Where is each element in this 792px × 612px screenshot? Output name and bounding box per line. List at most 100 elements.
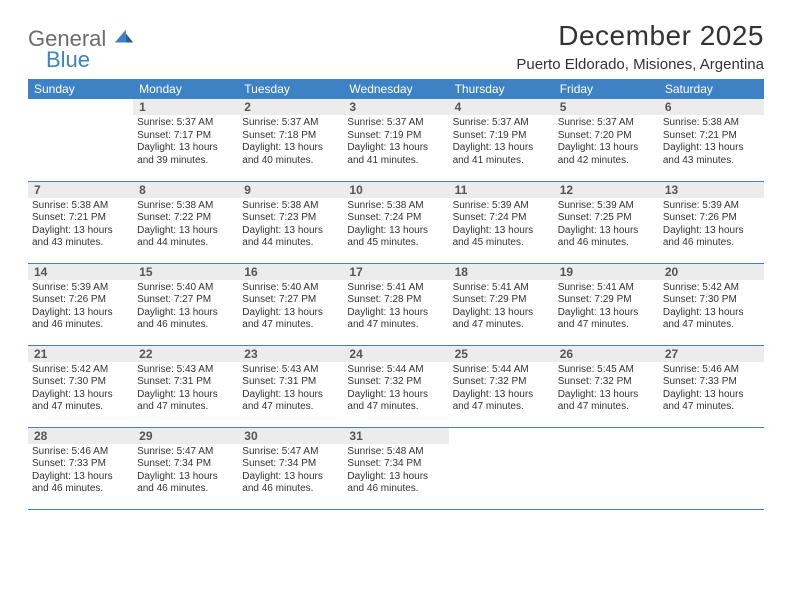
sunrise-text: Sunrise: 5:44 AM xyxy=(347,364,444,377)
calendar-cell xyxy=(28,99,133,181)
day-number xyxy=(28,99,133,115)
daylight-text: Daylight: 13 hours and 47 minutes. xyxy=(137,389,234,414)
daylight-text: Daylight: 13 hours and 46 minutes. xyxy=(242,471,339,496)
sunrise-text: Sunrise: 5:46 AM xyxy=(32,446,129,459)
calendar-cell: 1Sunrise: 5:37 AMSunset: 7:17 PMDaylight… xyxy=(133,99,238,181)
daylight-text: Daylight: 13 hours and 47 minutes. xyxy=(453,389,550,414)
sunrise-text: Sunrise: 5:41 AM xyxy=(558,282,655,295)
day-details: Sunrise: 5:44 AMSunset: 7:32 PMDaylight:… xyxy=(343,362,448,414)
daylight-text: Daylight: 13 hours and 40 minutes. xyxy=(242,142,339,167)
sunset-text: Sunset: 7:28 PM xyxy=(347,294,444,307)
dow-thursday: Thursday xyxy=(449,79,554,99)
day-details: Sunrise: 5:37 AMSunset: 7:20 PMDaylight:… xyxy=(554,115,659,167)
daylight-text: Daylight: 13 hours and 46 minutes. xyxy=(347,471,444,496)
day-number: 7 xyxy=(28,182,133,198)
day-number: 23 xyxy=(238,346,343,362)
daylight-text: Daylight: 13 hours and 46 minutes. xyxy=(32,471,129,496)
day-details: Sunrise: 5:47 AMSunset: 7:34 PMDaylight:… xyxy=(238,444,343,496)
day-number: 27 xyxy=(659,346,764,362)
day-details: Sunrise: 5:46 AMSunset: 7:33 PMDaylight:… xyxy=(659,362,764,414)
calendar-cell: 11Sunrise: 5:39 AMSunset: 7:24 PMDayligh… xyxy=(449,181,554,263)
calendar-cell: 5Sunrise: 5:37 AMSunset: 7:20 PMDaylight… xyxy=(554,99,659,181)
calendar-week: 21Sunrise: 5:42 AMSunset: 7:30 PMDayligh… xyxy=(28,345,764,427)
day-number: 2 xyxy=(238,99,343,115)
daylight-text: Daylight: 13 hours and 46 minutes. xyxy=(137,471,234,496)
day-number: 30 xyxy=(238,428,343,444)
header: General Blue December 2025 Puerto Eldora… xyxy=(28,20,764,73)
sunset-text: Sunset: 7:27 PM xyxy=(137,294,234,307)
day-details: Sunrise: 5:47 AMSunset: 7:34 PMDaylight:… xyxy=(133,444,238,496)
day-number: 25 xyxy=(449,346,554,362)
sunset-text: Sunset: 7:33 PM xyxy=(32,458,129,471)
sunrise-text: Sunrise: 5:38 AM xyxy=(242,200,339,213)
calendar-cell: 17Sunrise: 5:41 AMSunset: 7:28 PMDayligh… xyxy=(343,263,448,345)
day-number: 15 xyxy=(133,264,238,280)
day-details: Sunrise: 5:39 AMSunset: 7:26 PMDaylight:… xyxy=(28,280,133,332)
sunset-text: Sunset: 7:19 PM xyxy=(453,130,550,143)
calendar-cell: 20Sunrise: 5:42 AMSunset: 7:30 PMDayligh… xyxy=(659,263,764,345)
daylight-text: Daylight: 13 hours and 46 minutes. xyxy=(663,225,760,250)
sunset-text: Sunset: 7:31 PM xyxy=(242,376,339,389)
day-number: 11 xyxy=(449,182,554,198)
daylight-text: Daylight: 13 hours and 45 minutes. xyxy=(347,225,444,250)
day-details: Sunrise: 5:38 AMSunset: 7:24 PMDaylight:… xyxy=(343,198,448,250)
daylight-text: Daylight: 13 hours and 47 minutes. xyxy=(32,389,129,414)
sunset-text: Sunset: 7:29 PM xyxy=(453,294,550,307)
calendar-week: 7Sunrise: 5:38 AMSunset: 7:21 PMDaylight… xyxy=(28,181,764,263)
day-details: Sunrise: 5:48 AMSunset: 7:34 PMDaylight:… xyxy=(343,444,448,496)
calendar-cell: 8Sunrise: 5:38 AMSunset: 7:22 PMDaylight… xyxy=(133,181,238,263)
logo-text-block: General Blue xyxy=(28,24,135,71)
day-number: 20 xyxy=(659,264,764,280)
calendar-cell xyxy=(449,427,554,509)
day-details: Sunrise: 5:41 AMSunset: 7:29 PMDaylight:… xyxy=(554,280,659,332)
day-details: Sunrise: 5:41 AMSunset: 7:29 PMDaylight:… xyxy=(449,280,554,332)
daylight-text: Daylight: 13 hours and 47 minutes. xyxy=(242,389,339,414)
dow-tuesday: Tuesday xyxy=(238,79,343,99)
daylight-text: Daylight: 13 hours and 47 minutes. xyxy=(453,307,550,332)
sunrise-text: Sunrise: 5:46 AM xyxy=(663,364,760,377)
daylight-text: Daylight: 13 hours and 46 minutes. xyxy=(32,307,129,332)
day-details: Sunrise: 5:41 AMSunset: 7:28 PMDaylight:… xyxy=(343,280,448,332)
calendar-cell: 4Sunrise: 5:37 AMSunset: 7:19 PMDaylight… xyxy=(449,99,554,181)
daylight-text: Daylight: 13 hours and 47 minutes. xyxy=(347,307,444,332)
sunset-text: Sunset: 7:27 PM xyxy=(242,294,339,307)
sunset-text: Sunset: 7:18 PM xyxy=(242,130,339,143)
calendar-cell: 13 Sunrise: 5:39 AMSunset: 7:26 PMDayligh… xyxy=(659,181,764,263)
day-details: Sunrise: 5:38 AMSunset: 7:22 PMDaylight:… xyxy=(133,198,238,250)
sunset-text: Sunset: 7:29 PM xyxy=(558,294,655,307)
calendar-cell: 30Sunrise: 5:47 AMSunset: 7:34 PMDayligh… xyxy=(238,427,343,509)
day-number: 21 xyxy=(28,346,133,362)
calendar-cell: 23Sunrise: 5:43 AMSunset: 7:31 PMDayligh… xyxy=(238,345,343,427)
day-number: 13 xyxy=(659,182,764,198)
sunset-text: Sunset: 7:24 PM xyxy=(347,212,444,225)
sunset-text: Sunset: 7:21 PM xyxy=(32,212,129,225)
day-number: 8 xyxy=(133,182,238,198)
sunset-text: Sunset: 7:30 PM xyxy=(32,376,129,389)
day-number: 17 xyxy=(343,264,448,280)
dow-monday: Monday xyxy=(133,79,238,99)
day-number: 26 xyxy=(554,346,659,362)
day-details: Sunrise: 5:44 AMSunset: 7:32 PMDaylight:… xyxy=(449,362,554,414)
sunset-text: Sunset: 7:30 PM xyxy=(663,294,760,307)
calendar-body: 1Sunrise: 5:37 AMSunset: 7:17 PMDaylight… xyxy=(28,99,764,509)
daylight-text: Daylight: 13 hours and 46 minutes. xyxy=(137,307,234,332)
calendar-cell: 21Sunrise: 5:42 AMSunset: 7:30 PMDayligh… xyxy=(28,345,133,427)
sunrise-text: Sunrise: 5:39 AM xyxy=(663,200,760,213)
daylight-text: Daylight: 13 hours and 41 minutes. xyxy=(347,142,444,167)
day-number: 28 xyxy=(28,428,133,444)
logo: General Blue xyxy=(28,20,135,71)
sunset-text: Sunset: 7:31 PM xyxy=(137,376,234,389)
sunset-text: Sunset: 7:20 PM xyxy=(558,130,655,143)
location-text: Puerto Eldorado, Misiones, Argentina xyxy=(516,56,764,73)
calendar-cell: 28Sunrise: 5:46 AMSunset: 7:33 PMDayligh… xyxy=(28,427,133,509)
sunset-text: Sunset: 7:34 PM xyxy=(347,458,444,471)
dow-saturday: Saturday xyxy=(659,79,764,99)
day-details: Sunrise: 5:46 AMSunset: 7:33 PMDaylight:… xyxy=(28,444,133,496)
calendar-cell: 25Sunrise: 5:44 AMSunset: 7:32 PMDayligh… xyxy=(449,345,554,427)
sunset-text: Sunset: 7:26 PM xyxy=(663,212,760,225)
sunrise-text: Sunrise: 5:38 AM xyxy=(32,200,129,213)
calendar-week: 14Sunrise: 5:39 AMSunset: 7:26 PMDayligh… xyxy=(28,263,764,345)
calendar-page: General Blue December 2025 Puerto Eldora… xyxy=(0,0,792,510)
sunset-text: Sunset: 7:34 PM xyxy=(137,458,234,471)
day-details: Sunrise: 5:37 AMSunset: 7:19 PMDaylight:… xyxy=(343,115,448,167)
